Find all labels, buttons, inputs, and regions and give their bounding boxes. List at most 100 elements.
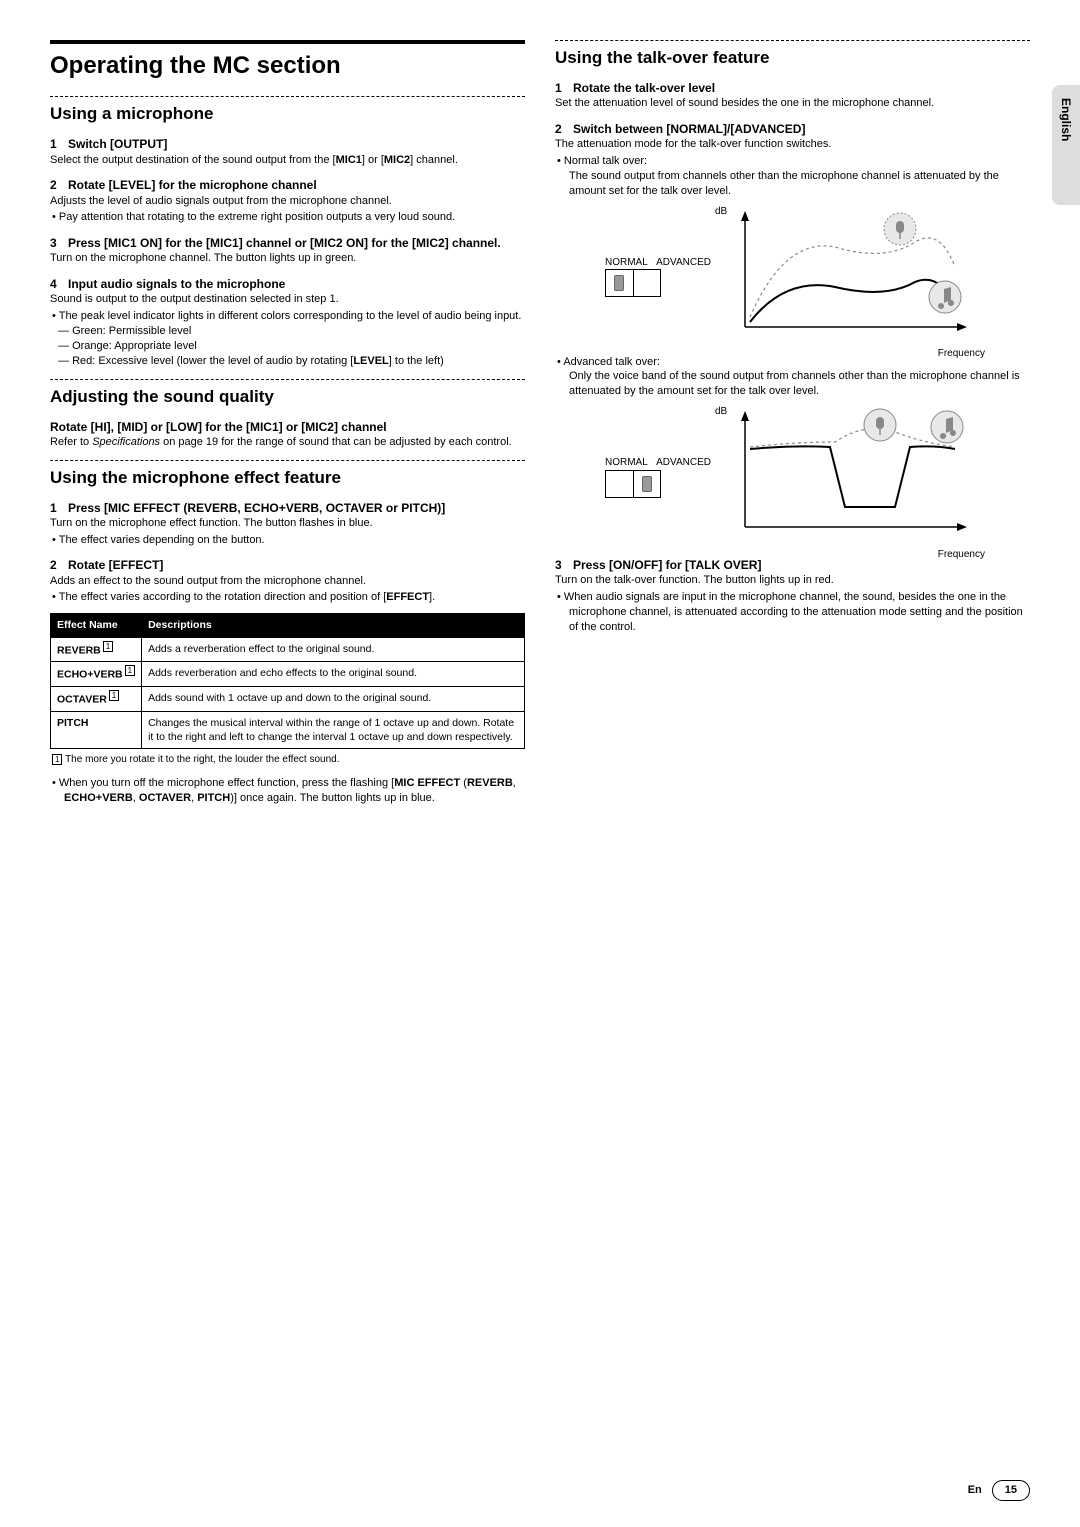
table-row: PITCH Changes the musical interval withi… — [51, 711, 525, 748]
db-axis-label: dB — [715, 405, 727, 419]
text: Refer to — [50, 436, 92, 448]
step-body: Adjusts the level of audio signals outpu… — [50, 194, 525, 209]
frequency-axis-label: Frequency — [938, 548, 985, 562]
step-1-mic-effect: 1Press [MIC EFFECT (REVERB, ECHO+VERB, O… — [50, 500, 525, 548]
db-axis-label: dB — [715, 205, 727, 219]
text: on page 19 for the range of sound that c… — [160, 436, 512, 448]
table-row: ECHO+VERB1 Adds reverberation and echo e… — [51, 662, 525, 687]
effect-desc: Adds reverberation and echo effects to t… — [142, 662, 525, 687]
step-body: Sound is output to the output destinatio… — [50, 292, 525, 307]
footer-lang: En — [968, 1483, 982, 1498]
step-heading: Input audio signals to the microphone — [68, 277, 285, 291]
rule — [555, 40, 1030, 41]
left-column: Operating the MC section Using a microph… — [50, 40, 525, 806]
list-item: When you turn off the microphone effect … — [64, 776, 525, 806]
list-item: Advanced talk over: Only the voice band … — [569, 355, 1030, 400]
step-heading: Press [ON/OFF] for [TALK OVER] — [573, 558, 761, 572]
step-heading: Rotate the talk-over level — [573, 81, 715, 95]
step-number: 1 — [555, 80, 573, 96]
advanced-mode-diagram: NORMAL ADVANCED dB — [605, 407, 1030, 547]
rule — [50, 96, 525, 97]
step-3-talkover-onoff: 3Press [ON/OFF] for [TALK OVER] Turn on … — [555, 557, 1030, 635]
section-using-microphone-title: Using a microphone — [50, 103, 525, 126]
step-number: 1 — [50, 500, 68, 516]
frequency-axis-label: Frequency — [938, 347, 985, 361]
text: ] or [ — [362, 154, 384, 166]
text: ] channel. — [410, 154, 458, 166]
list-item: The effect varies depending on the butto… — [64, 533, 525, 548]
step-body: Turn on the microphone channel. The butt… — [50, 251, 525, 266]
list-item: Orange: Appropriate level — [78, 339, 525, 354]
mic2-label: MIC2 — [384, 154, 410, 166]
switch-normal-label: NORMAL — [605, 257, 648, 268]
footer-page-number: 15 — [992, 1480, 1030, 1501]
advanced-mode-graph: dB — [735, 407, 975, 547]
step-body: Adds an effect to the sound output from … — [50, 574, 525, 589]
effect-desc: Adds sound with 1 octave up and down to … — [142, 686, 525, 711]
section-adjusting-sound-title: Adjusting the sound quality — [50, 386, 525, 409]
list-item: Normal talk over: The sound output from … — [569, 154, 1030, 199]
step-number: 2 — [555, 121, 573, 137]
step-heading: Switch between [NORMAL]/[ADVANCED] — [573, 122, 805, 136]
effect-name: ECHO+VERB — [57, 669, 123, 681]
rule — [50, 379, 525, 380]
switch-advanced-label: ADVANCED — [656, 457, 711, 468]
step-4-input-audio: 4Input audio signals to the microphone S… — [50, 276, 525, 368]
step-heading: Press [MIC EFFECT (REVERB, ECHO+VERB, OC… — [68, 501, 445, 515]
normal-mode-diagram: NORMAL ADVANCED dB — [605, 207, 1030, 347]
footnote-ref: 1 — [109, 690, 119, 701]
table-footnote: 1 The more you rotate it to the right, t… — [50, 753, 525, 767]
table-header: Descriptions — [142, 614, 525, 637]
right-column: Using the talk-over feature 1Rotate the … — [555, 40, 1030, 806]
main-section-title: Operating the MC section — [50, 40, 525, 82]
step-number: 3 — [555, 557, 573, 573]
effect-desc: Adds a reverberation effect to the origi… — [142, 637, 525, 662]
step-number: 4 — [50, 276, 68, 292]
normal-talk-over-desc: The sound output from channels other tha… — [569, 169, 1030, 199]
switch-icon — [605, 269, 661, 297]
step-number: 2 — [50, 557, 68, 573]
list-item: Red: Excessive level (lower the level of… — [78, 354, 525, 369]
mic1-label: MIC1 — [336, 154, 362, 166]
specifications-ref: Specifications — [92, 436, 160, 448]
effect-desc: Changes the musical interval within the … — [142, 711, 525, 748]
table-row: REVERB1 Adds a reverberation effect to t… — [51, 637, 525, 662]
step-1-output: 1Switch [OUTPUT] Select the output desti… — [50, 136, 525, 167]
rule — [50, 460, 525, 461]
switch-advanced-label: ADVANCED — [656, 257, 711, 268]
list-item: Pay attention that rotating to the extre… — [64, 210, 525, 225]
section-talkover-title: Using the talk-over feature — [555, 47, 1030, 70]
step-2-rotate-effect: 2Rotate [EFFECT] Adds an effect to the s… — [50, 557, 525, 605]
switch-icon — [605, 470, 661, 498]
list-item: When audio signals are input in the micr… — [569, 590, 1030, 635]
subtitle-rotate-eq: Rotate [HI], [MID] or [LOW] for the [MIC… — [50, 419, 525, 435]
section-mic-effect-title: Using the microphone effect feature — [50, 467, 525, 490]
step-2-level: 2Rotate [LEVEL] for the microphone chann… — [50, 177, 525, 225]
switch-normal-label: NORMAL — [605, 457, 648, 468]
effects-table: Effect Name Descriptions REVERB1 Adds a … — [50, 613, 525, 749]
step-heading: Rotate [EFFECT] — [68, 558, 163, 572]
page-footer: En 15 — [968, 1480, 1030, 1501]
normal-mode-graph: dB — [735, 207, 975, 347]
list-item: The peak level indicator lights in diffe… — [64, 309, 525, 324]
step-body: Turn on the talk-over function. The butt… — [555, 573, 1030, 588]
step-number: 1 — [50, 136, 68, 152]
step-heading: Switch [OUTPUT] — [68, 137, 167, 151]
list-item: The effect varies according to the rotat… — [64, 590, 525, 605]
effect-name: REVERB — [57, 644, 101, 656]
step-body: The attenuation mode for the talk-over f… — [555, 137, 1030, 152]
effect-name: OCTAVER — [57, 693, 107, 705]
step-3-mic-on: 3Press [MIC1 ON] for the [MIC1] channel … — [50, 235, 525, 266]
step-body: Set the attenuation level of sound besid… — [555, 96, 1030, 111]
table-row: OCTAVER1 Adds sound with 1 octave up and… — [51, 686, 525, 711]
effect-name: PITCH — [57, 717, 89, 729]
step-number: 3 — [50, 235, 68, 251]
step-2-switch-mode: 2Switch between [NORMAL]/[ADVANCED] The … — [555, 121, 1030, 547]
advanced-talk-over-desc: Only the voice band of the sound output … — [569, 369, 1030, 399]
step-heading: Press [MIC1 ON] for the [MIC1] channel o… — [68, 236, 501, 250]
list-item: Green: Permissible level — [78, 324, 525, 339]
table-header-row: Effect Name Descriptions — [51, 614, 525, 637]
step-heading: Rotate [LEVEL] for the microphone channe… — [68, 178, 317, 192]
step-body: Turn on the microphone effect function. … — [50, 516, 525, 531]
text: Select the output destination of the sou… — [50, 154, 336, 166]
